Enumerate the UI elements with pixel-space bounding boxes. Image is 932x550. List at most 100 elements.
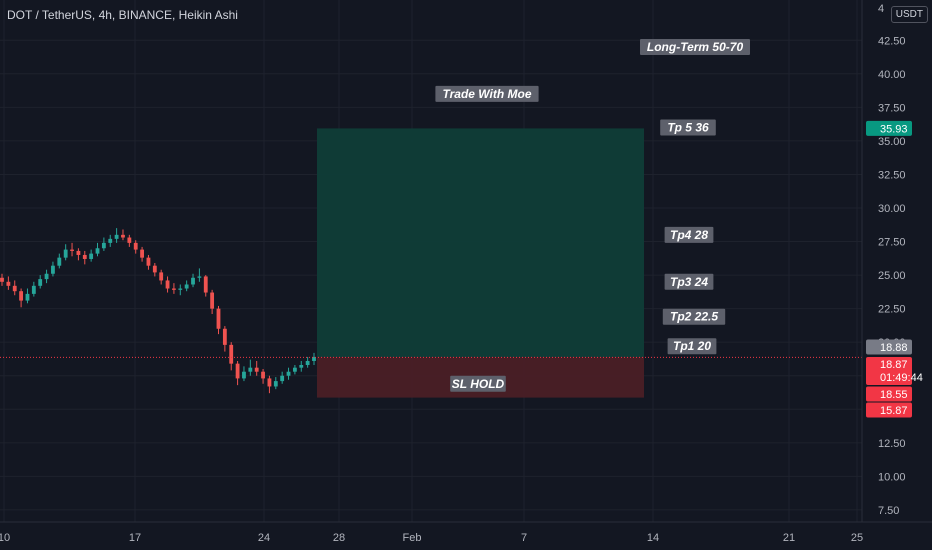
candle-body	[38, 279, 43, 286]
candle-body	[31, 285, 36, 294]
price-label: 18.88	[866, 339, 912, 355]
candle-body	[114, 234, 119, 239]
annotation-text: Tp4 28	[670, 228, 708, 242]
candle-body	[63, 249, 68, 258]
price-label-countdown: 01:49:44	[880, 372, 923, 384]
price-label-value: 18.88	[880, 342, 908, 354]
candlestick-series	[0, 228, 316, 394]
annotation-label[interactable]: Tp3 24	[664, 273, 714, 290]
price-tick-label: 35.00	[878, 136, 906, 148]
price-label-value: 18.55	[880, 389, 908, 401]
annotation-background	[664, 226, 714, 243]
candle-body	[51, 265, 55, 274]
candle-body	[254, 367, 259, 372]
price-tick-label: 22.50	[878, 304, 906, 316]
candle-body	[127, 237, 132, 243]
time-tick-label: 10	[0, 532, 10, 544]
candle-body	[229, 344, 234, 364]
candle-body	[286, 371, 291, 376]
annotation-text: Tp 5 36	[667, 120, 709, 134]
candle-body	[203, 276, 208, 293]
candle-body	[89, 253, 94, 259]
price-label: 35.93	[866, 120, 912, 136]
candle-body	[235, 363, 240, 379]
chart-annotations[interactable]: Long-Term 50-70 Trade With Moe Tp 5 36 Tp4 …	[435, 38, 750, 392]
candle-body	[159, 272, 164, 281]
candle-body	[292, 367, 297, 372]
annotation-background	[435, 85, 539, 102]
symbol-header[interactable]: DOT / TetherUS, 4h, BINANCE, Heikin Ashi	[7, 8, 238, 22]
price-tick-label: 27.50	[878, 237, 906, 249]
annotation-background	[660, 119, 716, 136]
candle-body	[121, 234, 125, 238]
annotation-label[interactable]: Long-Term 50-70	[640, 38, 750, 55]
time-tick-label: 25	[851, 532, 863, 544]
price-axis[interactable]: 42.50 40.00 37.50 35.00 32.50 30.00 27.50 25.00…	[878, 35, 906, 517]
candle-body	[76, 250, 81, 255]
time-tick-label: 14	[647, 532, 659, 544]
annotation-text: SL HOLD	[452, 377, 505, 391]
price-label-value: 15.87	[880, 405, 908, 417]
annotation-background	[450, 375, 506, 392]
price-label: 18.55	[866, 386, 912, 402]
price-tick-label: 32.50	[878, 169, 906, 181]
time-axis[interactable]: 10 17 24 28 Feb 7 14 21 25	[0, 532, 863, 544]
candle-body	[108, 238, 113, 243]
price-label: 15.87	[866, 402, 912, 418]
long-position-tool[interactable]	[317, 128, 644, 398]
candle-body	[82, 254, 87, 259]
candle-body	[191, 277, 195, 285]
price-label-bg	[866, 402, 912, 418]
candle-body	[312, 356, 316, 361]
candle-body	[70, 249, 74, 251]
price-label-value: 35.93	[880, 123, 908, 135]
annotation-label[interactable]: Tp1 20	[667, 338, 717, 355]
candle-body	[95, 248, 100, 254]
candle-body	[242, 371, 246, 379]
annotation-text: Tp2 22.5	[670, 310, 718, 324]
candle-body	[0, 277, 4, 282]
candle-body	[6, 281, 11, 286]
candle-body	[178, 288, 183, 290]
price-tick-label: 40.00	[878, 69, 906, 81]
price-label-bg	[866, 339, 912, 355]
position-profit-zone[interactable]	[317, 128, 644, 358]
annotation-label[interactable]: Tp4 28	[664, 226, 714, 243]
candle-body	[267, 378, 272, 387]
annotation-text: Long-Term 50-70	[647, 40, 744, 54]
annotation-text: Trade With Moe	[442, 87, 531, 101]
candle-body	[197, 276, 202, 278]
annotation-label[interactable]: Tp2 22.5	[662, 308, 726, 325]
price-tick-label: 25.00	[878, 270, 906, 282]
price-tick-label: 42.50	[878, 35, 906, 47]
time-tick-label: 17	[129, 532, 141, 544]
time-tick-label: Feb	[403, 532, 422, 544]
candle-body	[172, 288, 176, 290]
price-tick-label: 7.50	[878, 505, 899, 517]
time-tick-label: 7	[521, 532, 527, 544]
annotation-label[interactable]: Trade With Moe	[435, 85, 539, 102]
annotation-background	[664, 273, 714, 290]
candle-body	[305, 360, 310, 365]
annotation-background	[667, 338, 717, 355]
price-tick-label: 37.50	[878, 102, 906, 114]
annotation-label[interactable]: Tp 5 36	[660, 119, 716, 136]
candle-body	[261, 371, 265, 379]
currency-badge[interactable]: USDT	[890, 6, 928, 23]
candle-body	[216, 308, 221, 329]
price-tick-label: 30.00	[878, 203, 906, 215]
candle-body	[19, 291, 24, 301]
candle-body	[146, 257, 151, 266]
annotation-text: Tp1 20	[673, 339, 711, 353]
time-tick-label: 21	[783, 532, 795, 544]
candle-body	[280, 375, 285, 382]
annotation-background	[640, 38, 750, 55]
annotation-label[interactable]: SL HOLD	[450, 375, 506, 392]
candle-body	[273, 381, 278, 387]
price-label-value: 18.87	[880, 359, 908, 371]
candle-body	[152, 265, 157, 273]
candle-body	[44, 273, 49, 280]
candle-body	[25, 293, 30, 301]
candle-body	[101, 242, 106, 249]
